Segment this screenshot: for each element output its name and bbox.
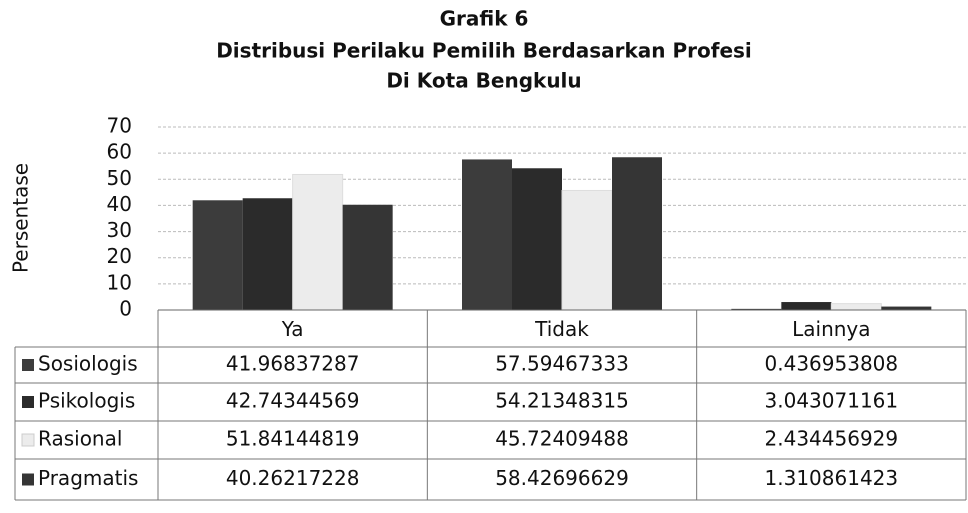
table-value: 45.72409488 bbox=[495, 427, 629, 451]
bar bbox=[512, 168, 562, 310]
y-tick-label: 70 bbox=[107, 114, 132, 138]
chart-title: Grafik 6 bbox=[440, 7, 529, 31]
table-value: 54.21348315 bbox=[495, 389, 629, 413]
y-tick-label: 50 bbox=[107, 166, 132, 190]
y-tick-label: 20 bbox=[107, 244, 132, 268]
x-tick-label: Tidak bbox=[534, 317, 589, 341]
bar bbox=[192, 200, 243, 310]
bar bbox=[462, 159, 512, 310]
table-value: 41.96837287 bbox=[226, 352, 360, 376]
table-value: 40.26217228 bbox=[226, 466, 360, 490]
legend-label: Rasional bbox=[38, 427, 122, 451]
bar bbox=[292, 173, 344, 311]
bar bbox=[881, 306, 932, 310]
table-value: 51.84144819 bbox=[226, 427, 360, 451]
bar bbox=[561, 189, 613, 311]
table-value: 58.42696629 bbox=[495, 466, 629, 490]
chart-subtitle: Di Kota Bengkulu bbox=[386, 69, 581, 93]
table-value: 42.74344569 bbox=[226, 389, 360, 413]
x-tick-label: Lainnya bbox=[792, 317, 870, 341]
chart-subtitle: Distribusi Perilaku Pemilih Berdasarkan … bbox=[216, 39, 752, 63]
bar bbox=[781, 302, 832, 310]
bar bbox=[342, 204, 393, 310]
bar bbox=[612, 157, 662, 310]
legend-key bbox=[21, 433, 35, 447]
y-tick-label: 30 bbox=[107, 218, 132, 242]
legend-key bbox=[22, 359, 34, 371]
y-tick-label: 10 bbox=[107, 270, 132, 294]
legend-label: Sosiologis bbox=[38, 352, 138, 376]
legend-key bbox=[22, 473, 34, 486]
legend-key bbox=[22, 396, 34, 408]
y-tick-label: 40 bbox=[107, 192, 132, 216]
table-value: 3.043071161 bbox=[765, 389, 899, 413]
table-value: 2.434456929 bbox=[765, 427, 899, 451]
table-value: 57.59467333 bbox=[495, 352, 629, 376]
bar bbox=[830, 303, 882, 311]
bar bbox=[242, 198, 293, 310]
y-tick-label: 60 bbox=[107, 140, 132, 164]
bar bbox=[731, 308, 782, 310]
table-value: 1.310861423 bbox=[765, 466, 899, 490]
y-tick-label: 0 bbox=[119, 297, 132, 321]
y-axis-label: Persentase bbox=[9, 163, 33, 273]
legend-label: Psikologis bbox=[38, 389, 135, 413]
table-value: 0.436953808 bbox=[765, 352, 899, 376]
legend-label: Pragmatis bbox=[38, 466, 138, 490]
x-tick-label: Ya bbox=[281, 317, 304, 341]
